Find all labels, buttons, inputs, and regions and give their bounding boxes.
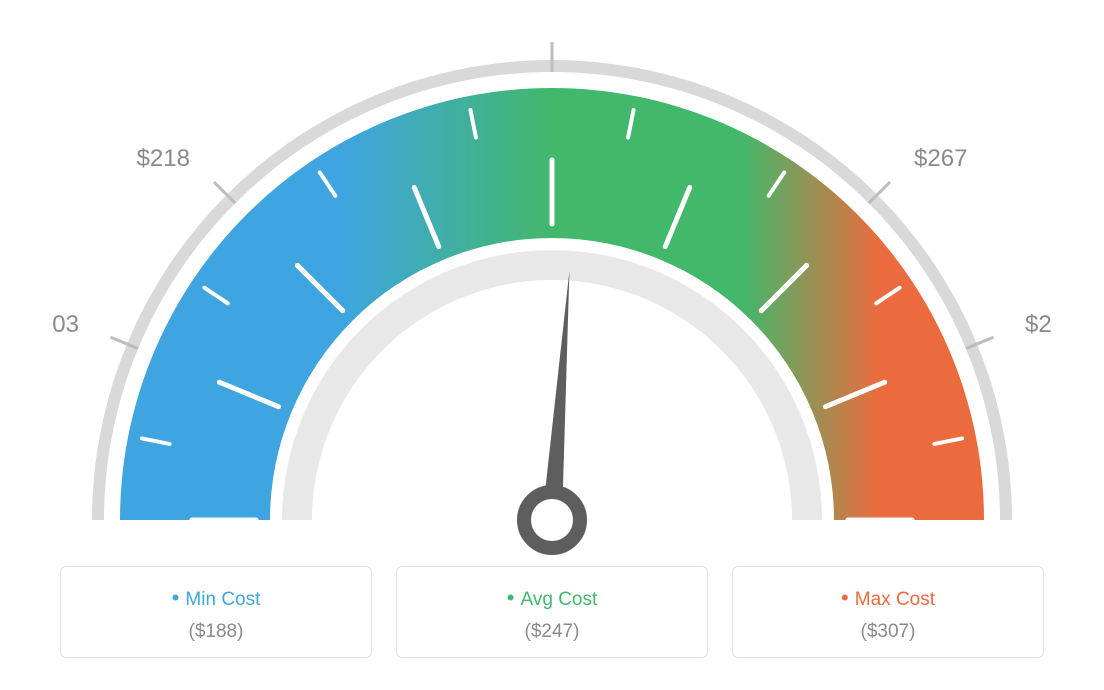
legend-card-max: Max Cost ($307) — [732, 566, 1044, 658]
legend-max-value: ($307) — [743, 621, 1033, 643]
gauge-tick-label: $247 — [525, 20, 578, 22]
legend-card-avg: Avg Cost ($247) — [396, 566, 708, 658]
gauge-tick-label: $287 — [1025, 311, 1052, 338]
gauge-tick-label: $218 — [137, 145, 190, 172]
legend-avg-label: Avg Cost — [407, 585, 697, 611]
gauge-chart: $188$203$218$247$267$287$307 — [52, 20, 1052, 560]
legend-card-min: Min Cost ($188) — [60, 566, 372, 658]
legend-max-label: Max Cost — [743, 585, 1033, 611]
gauge-needle-hub — [524, 492, 580, 548]
gauge-svg: $188$203$218$247$267$287$307 — [52, 20, 1052, 560]
legend-min-value: ($188) — [71, 621, 361, 643]
gauge-needle — [542, 271, 569, 521]
legend-avg-value: ($247) — [407, 621, 697, 643]
gauge-tick-label: $267 — [914, 145, 967, 172]
legend-row: Min Cost ($188) Avg Cost ($247) Max Cost… — [60, 566, 1044, 658]
legend-min-label: Min Cost — [71, 585, 361, 611]
gauge-tick-label: $203 — [52, 311, 79, 338]
